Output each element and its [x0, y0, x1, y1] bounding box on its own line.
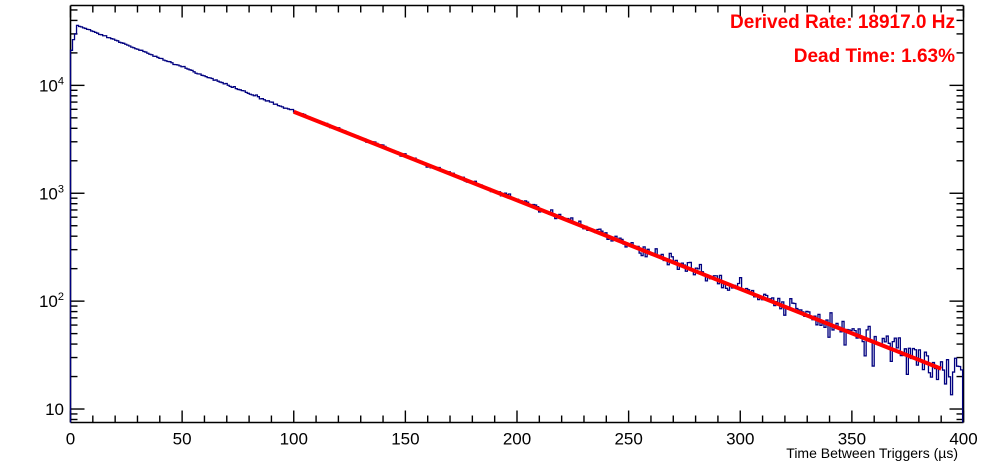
y-tick-label: 10 — [45, 400, 64, 419]
y-tick-label: 102 — [39, 291, 64, 311]
x-tick-label: 400 — [949, 430, 977, 449]
x-tick-label: 0 — [66, 430, 75, 449]
y-tick-label: 103 — [39, 183, 64, 203]
x-tick-label: 350 — [838, 430, 866, 449]
x-tick-label: 100 — [280, 430, 308, 449]
y-tick-label: 104 — [39, 75, 64, 95]
x-axis-title: Time Between Triggers (µs) — [786, 445, 958, 461]
exponential-fit-line — [293, 109, 942, 371]
x-tick-label: 250 — [614, 430, 642, 449]
x-axis-tick-labels: 0 50 100 150 200 250 300 350 400 — [66, 430, 978, 449]
x-tick-label: 50 — [173, 430, 192, 449]
x-tick-label: 150 — [391, 430, 419, 449]
x-tick-label: 200 — [503, 430, 531, 449]
derived-rate-annotation: Derived Rate: 18917.0 Hz — [730, 12, 955, 33]
x-tick-label: 300 — [726, 430, 754, 449]
x-axis-ticks — [69, 5, 965, 423]
y-axis-tick-labels: 10 102 103 104 — [39, 75, 64, 419]
dead-time-annotation: Dead Time: 1.63% — [794, 46, 955, 67]
